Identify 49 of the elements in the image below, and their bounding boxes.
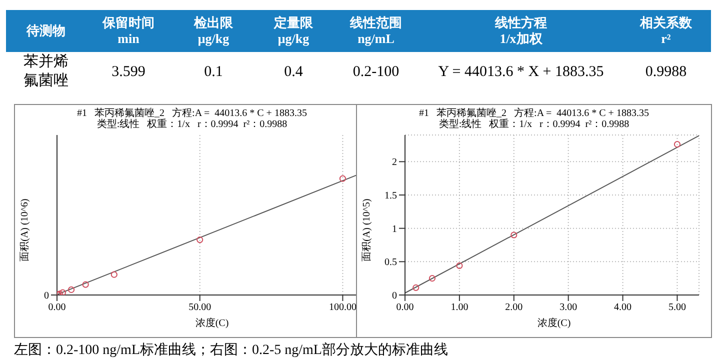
point (82, 281, 89, 288)
point (339, 175, 346, 182)
text: 0.9988 (645, 64, 687, 80)
text: 0.1 (204, 64, 223, 80)
x-tick-label: 0.00 (396, 302, 414, 314)
point (59, 289, 66, 295)
category-label: 保留时间 min (101, 15, 156, 47)
point (674, 141, 681, 148)
category-label: 线性范围 ng/mL (348, 15, 403, 47)
chart-subtitle: 类型:线性 权重：1/x r：0.9994 r²：0.9988 (96, 119, 288, 130)
x-tick-label: 5.00 (668, 302, 686, 314)
y-axis-title: 面积(A) (10^5) (360, 198, 373, 262)
category-label: 线性方程 1/x加权 (494, 15, 548, 47)
category-label: 待测物 (25, 23, 66, 39)
y-tick-label: 0.5 (384, 257, 397, 268)
text: 0.2-100 (352, 64, 400, 80)
y-tick-label: 0 (392, 290, 397, 302)
point (110, 271, 118, 278)
y-axis-title: 面积(A) (10^6) (18, 198, 31, 262)
point (428, 275, 436, 282)
chart-title: #1 苯丙稀氟菌唑_2 方程:A = 44013.6 * C + 1883.35 (419, 108, 649, 119)
category-label: 相关系数 r² (638, 15, 693, 47)
text: 0.4 (284, 64, 303, 80)
chart-subtitle: 类型:线性 权重：1/x r：0.9994 r²：0.9988 (438, 119, 630, 130)
x-tick-label: 1.00 (450, 302, 468, 314)
y-tick-label: 2 (392, 157, 397, 168)
text: 左图：0.2-100 ng/mL标准曲线；右图：0.2-5 ng/mL部分放大的标准曲线 (14, 342, 448, 359)
x-axis-title: 浓度(C) (536, 317, 572, 330)
x-tick-label: 50.00 (188, 302, 212, 314)
point (196, 236, 204, 244)
x-tick-label: 3.00 (560, 302, 578, 314)
x-axis-title: 浓度(C) (194, 317, 230, 330)
text: Y = 44013.6 * X + 1883.35 (438, 64, 604, 80)
y-tick-label: 1 (392, 224, 397, 235)
x-tick-label: 4.00 (614, 302, 632, 314)
category-label: 检出限 μg/kg (192, 15, 234, 47)
chart-title: #1 苯丙稀氟菌唑_2 方程:A = 44013.6 * C + 1883.35 (77, 108, 307, 119)
x-tick-label: 0.00 (48, 302, 66, 314)
x-tick-label: 100.00 (328, 302, 356, 314)
point (456, 262, 463, 269)
text: 苯并烯氟菌唑 (24, 54, 68, 89)
category-label: 定量限 μg/kg (272, 15, 314, 47)
point (510, 232, 518, 238)
x-tick-label: 2.00 (505, 302, 523, 314)
text: 3.599 (112, 64, 146, 80)
text: 0 (44, 290, 49, 302)
point (68, 286, 75, 294)
y-tick-label: 1.5 (384, 190, 397, 202)
point (412, 284, 420, 291)
